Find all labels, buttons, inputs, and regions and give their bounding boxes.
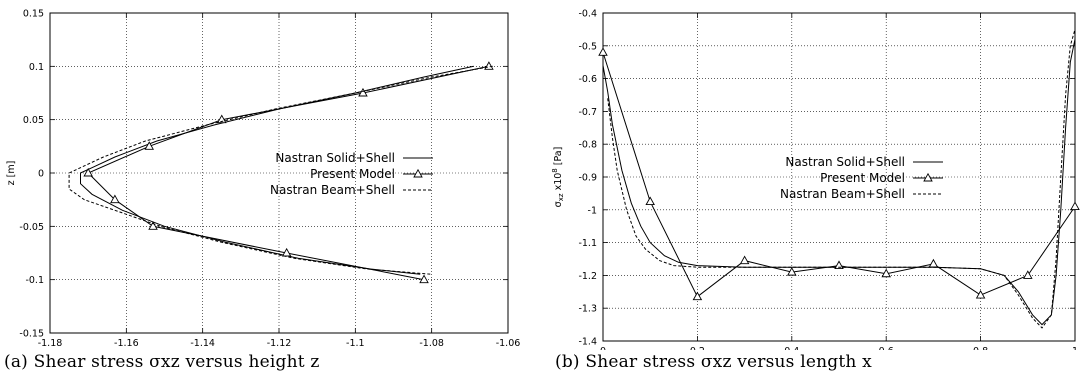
- chart-a: -1.18 -1.16 -1.14 -1.12 -1.1 -1.08 -1.06 -0.15 -…: [6, 9, 521, 350]
- data-point-marker: [419, 274, 429, 284]
- data-point-marker: [148, 221, 158, 230]
- data-point-marker: [645, 196, 655, 206]
- legend-label: Present Model: [820, 171, 905, 185]
- x-tick-label: 1: [1072, 346, 1078, 350]
- legend-label: Nastran Solid+Shell: [785, 155, 905, 169]
- data-point-marker: [598, 47, 608, 56]
- y-tick-label: -1.2: [578, 271, 597, 282]
- data-point-marker: [1070, 201, 1080, 210]
- chart-b: 0 0.2 0.4 0.6 0.8 1 -1.4 -1.3 -1.2 -1.1 -1 -0.9 -0.8…: [551, 9, 1080, 350]
- y-tick-label: -0.8: [578, 140, 597, 151]
- x-tick-label: -1.14: [190, 338, 215, 349]
- y-tick-label: -1.4: [578, 337, 597, 348]
- x-tick-label: -1.08: [419, 338, 444, 349]
- y-axis-label: z [m]: [6, 161, 17, 186]
- y-tick-label: -0.5: [578, 41, 597, 52]
- legend-label: Nastran Solid+Shell: [275, 151, 395, 165]
- data-point-marker: [1023, 270, 1033, 279]
- x-tick-label: 0.6: [879, 346, 894, 350]
- y-axis-label: σxz x108 [Pa]: [551, 147, 565, 208]
- x-tick-label: -1.12: [267, 338, 292, 349]
- series-line-3: [68, 65, 493, 275]
- x-tick-label: 0.2: [690, 346, 705, 350]
- y-tick-label: -0.05: [19, 222, 44, 233]
- legend-marker: [413, 168, 423, 178]
- series-line-3: [607, 29, 1076, 329]
- x-tick-label: -1.1: [346, 338, 365, 349]
- y-tick-label: 0.1: [29, 62, 44, 73]
- data-point-marker: [83, 167, 93, 177]
- x-tick-label: 0: [600, 346, 606, 350]
- legend-marker: [923, 172, 933, 182]
- legend-label: Present Model: [310, 167, 395, 181]
- y-tick-label: 0.05: [23, 115, 44, 126]
- y-tick-label: -1.3: [578, 304, 597, 315]
- x-tick-label: -1.18: [38, 338, 63, 349]
- plot-frame: [602, 12, 1076, 342]
- data-point-marker: [110, 194, 120, 204]
- y-tick-label: -0.1: [25, 275, 44, 286]
- data-point-marker: [216, 114, 227, 124]
- caption-b: (b) Shear stress σxz versus length x: [555, 352, 872, 372]
- plot-frame: [49, 12, 509, 334]
- y-tick-label: -0.4: [578, 9, 597, 20]
- data-point-marker: [787, 266, 797, 276]
- caption-a: (a) Shear stress σxz versus height z: [4, 352, 320, 372]
- y-tick-label: -0.9: [578, 173, 597, 184]
- data-point-marker: [281, 247, 292, 257]
- y-tick-label: -1.1: [578, 238, 597, 249]
- x-tick-label: -1.06: [496, 338, 521, 349]
- data-point-marker: [144, 141, 154, 150]
- data-point-marker: [692, 291, 703, 301]
- legend-label: Nastran Beam+Shell: [270, 183, 395, 197]
- data-point-marker: [739, 255, 750, 265]
- data-point-marker: [358, 87, 368, 97]
- y-tick-label: -0.6: [578, 74, 597, 85]
- series-line-1: [602, 39, 1076, 326]
- data-point-marker: [484, 61, 494, 70]
- series-line-1: [80, 65, 474, 275]
- data-point-marker: [881, 268, 891, 278]
- data-point-marker: [928, 258, 939, 268]
- data-point-marker: [975, 289, 986, 299]
- y-tick-label: -0.7: [578, 107, 597, 118]
- x-tick-label: 0.8: [973, 346, 988, 350]
- x-tick-label: -1.16: [114, 338, 139, 349]
- y-tick-label: 0: [38, 169, 44, 180]
- x-tick-label: 0.4: [784, 346, 799, 350]
- y-tick-label: -1: [588, 205, 597, 216]
- y-tick-label: -0.15: [19, 329, 44, 340]
- figure: -1.18 -1.16 -1.14 -1.12 -1.1 -1.08 -1.06 -0.15 -…: [6, 9, 1080, 350]
- y-tick-label: 0.15: [23, 9, 44, 20]
- legend-label: Nastran Beam+Shell: [780, 187, 905, 201]
